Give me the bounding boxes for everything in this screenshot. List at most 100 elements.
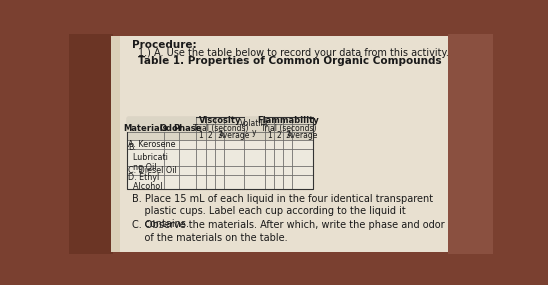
Bar: [224, 175, 244, 189]
Bar: [224, 132, 244, 140]
Bar: [265, 175, 274, 189]
Bar: [127, 117, 196, 124]
Bar: [244, 124, 264, 132]
Text: 1: 1: [267, 131, 272, 140]
Text: D. Ethyl
  Alcohol: D. Ethyl Alcohol: [128, 173, 163, 192]
Bar: [179, 175, 196, 189]
Text: Materials: Materials: [123, 124, 168, 133]
Bar: [244, 117, 265, 124]
Text: Trial (seconds): Trial (seconds): [261, 124, 316, 133]
Bar: [127, 140, 164, 149]
Text: Odor: Odor: [160, 124, 183, 133]
Text: 1: 1: [198, 131, 203, 140]
Text: 2: 2: [276, 131, 281, 140]
Bar: [274, 117, 283, 124]
Bar: [274, 149, 283, 166]
Bar: [244, 149, 265, 166]
Text: 3: 3: [217, 131, 222, 140]
Bar: [164, 166, 179, 175]
Bar: [196, 140, 206, 149]
Bar: [274, 175, 283, 189]
Bar: [274, 166, 283, 175]
Bar: [283, 117, 293, 124]
Bar: [127, 166, 164, 175]
Bar: [224, 140, 244, 149]
Bar: [215, 132, 224, 140]
Text: B. Place 15 mL of each liquid in the four identical transparent
    plastic cups: B. Place 15 mL of each liquid in the fou…: [132, 194, 433, 229]
Bar: [244, 140, 265, 149]
Bar: [293, 175, 312, 189]
Bar: [224, 124, 244, 132]
Bar: [215, 124, 224, 132]
Bar: [274, 140, 283, 149]
Bar: [111, 36, 121, 252]
Text: Flammability: Flammability: [258, 116, 319, 125]
Bar: [265, 149, 274, 166]
Bar: [215, 175, 224, 189]
Bar: [283, 124, 293, 132]
Bar: [206, 117, 215, 124]
Bar: [164, 117, 179, 124]
Bar: [283, 132, 293, 140]
Bar: [215, 166, 224, 175]
Bar: [206, 124, 215, 132]
Text: Average: Average: [287, 131, 318, 140]
Text: C. Observe the materials. After which, write the phase and odor
    of the mater: C. Observe the materials. After which, w…: [132, 220, 444, 243]
Bar: [164, 132, 179, 140]
Text: Trial (seconds): Trial (seconds): [193, 124, 248, 133]
Bar: [179, 124, 196, 132]
Bar: [164, 175, 179, 189]
Text: Average: Average: [219, 131, 250, 140]
Bar: [244, 166, 265, 175]
Bar: [293, 132, 312, 140]
Bar: [283, 166, 293, 175]
Text: Volatilit
y: Volatilit y: [240, 119, 269, 137]
Bar: [215, 140, 224, 149]
Bar: [293, 149, 312, 166]
Bar: [196, 175, 206, 189]
Bar: [265, 166, 274, 175]
Bar: [283, 175, 293, 189]
Bar: [206, 132, 215, 140]
Text: A. Kerosene: A. Kerosene: [128, 140, 176, 149]
Bar: [127, 175, 164, 189]
Bar: [206, 166, 215, 175]
Bar: [265, 140, 274, 149]
Bar: [164, 140, 179, 149]
Bar: [127, 117, 312, 189]
Bar: [265, 132, 274, 140]
Bar: [448, 34, 493, 254]
Bar: [265, 117, 274, 124]
Bar: [215, 117, 224, 124]
Bar: [179, 149, 196, 166]
Bar: [283, 149, 293, 166]
Bar: [196, 117, 206, 124]
Bar: [127, 149, 164, 166]
Bar: [179, 117, 196, 124]
Bar: [164, 124, 179, 132]
Bar: [179, 166, 196, 175]
Bar: [196, 166, 206, 175]
Text: Viscosity: Viscosity: [199, 116, 242, 125]
Bar: [265, 124, 274, 132]
Bar: [179, 140, 196, 149]
Bar: [215, 149, 224, 166]
Bar: [244, 124, 265, 132]
Bar: [164, 149, 179, 166]
Bar: [206, 149, 215, 166]
Bar: [196, 132, 206, 140]
Bar: [293, 140, 312, 149]
Text: Table 1. Properties of Common Organic Compounds: Table 1. Properties of Common Organic Co…: [138, 56, 442, 66]
Bar: [293, 124, 312, 132]
Text: 3: 3: [286, 131, 290, 140]
Bar: [244, 132, 265, 140]
Bar: [224, 117, 244, 124]
Bar: [196, 149, 206, 166]
Text: C. Diesel Oil: C. Diesel Oil: [128, 166, 177, 175]
Bar: [127, 132, 164, 140]
Bar: [206, 140, 215, 149]
Bar: [127, 124, 164, 132]
Text: Phase: Phase: [174, 124, 202, 133]
Bar: [244, 175, 265, 189]
Bar: [224, 166, 244, 175]
